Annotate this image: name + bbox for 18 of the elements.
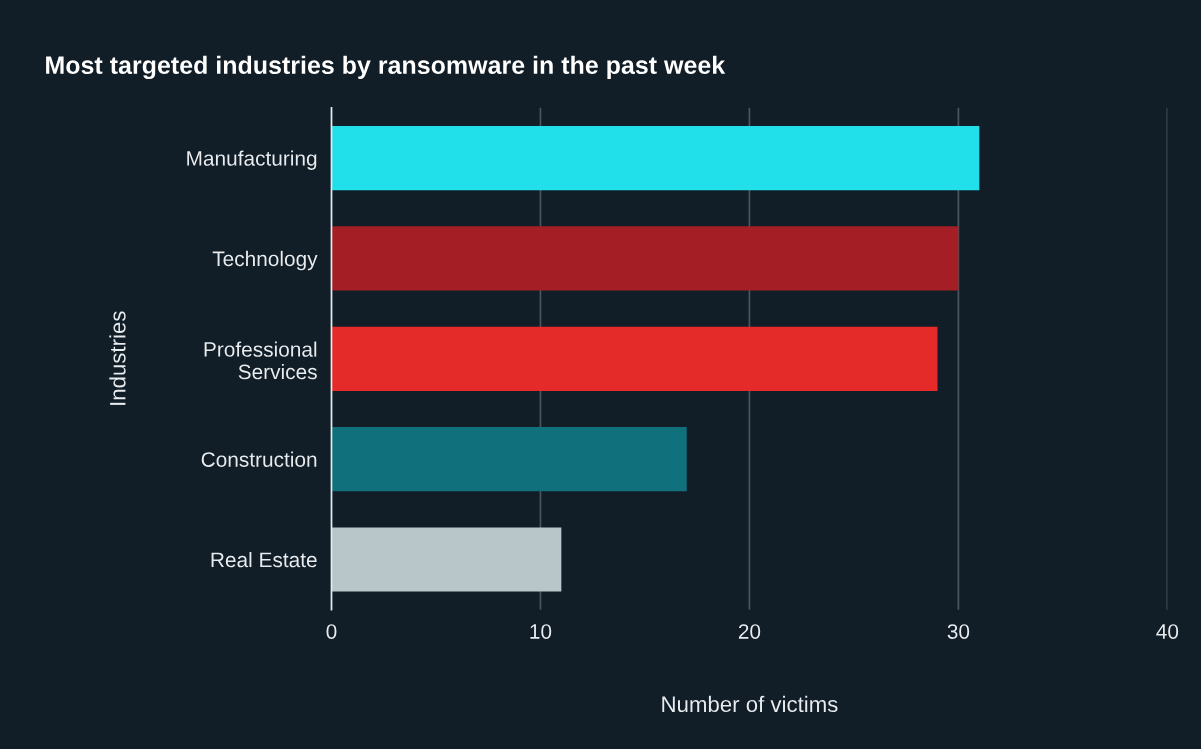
x-tick-label: 10: [530, 624, 552, 639]
x-tick-label: 0: [326, 624, 337, 639]
y-axis-title: Industries: [109, 311, 126, 405]
bar: [331, 326, 938, 391]
chart-title: Most targeted industries by ransomware in the past week: [46, 55, 726, 80]
bar: [331, 527, 562, 592]
bar: [331, 427, 687, 492]
x-tick-label: 20: [738, 624, 761, 639]
bar: [331, 226, 959, 291]
y-tick-label: Professional Services: [204, 341, 317, 380]
y-tick-label: Manufacturing: [187, 150, 317, 170]
y-tick-label: Real Estate: [211, 551, 317, 568]
y-tick-label: Technology: [212, 250, 318, 271]
x-tick-label: 40: [1156, 624, 1179, 639]
y-tick-label: Construction: [201, 451, 317, 467]
x-axis-title: Number of victims: [662, 695, 838, 713]
x-tick-label: 30: [947, 624, 970, 639]
bar: [331, 125, 980, 191]
